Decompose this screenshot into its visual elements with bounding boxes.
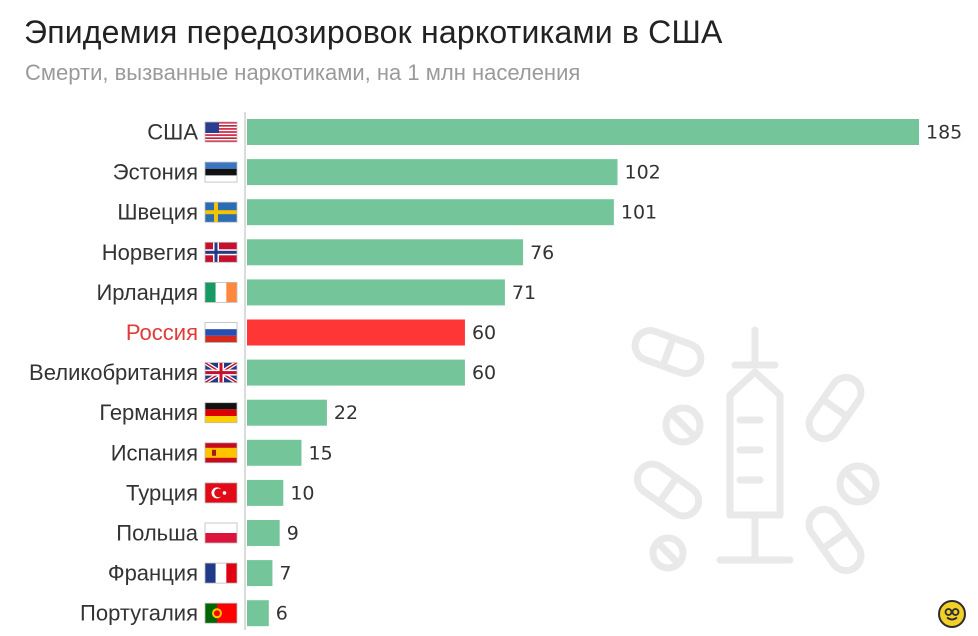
bar-row: Турция 10: [126, 479, 315, 506]
value-label: 102: [625, 162, 661, 184]
flag-icon-us: [204, 121, 238, 143]
value-label: 7: [279, 563, 291, 585]
category-label: Норвегия: [102, 240, 198, 265]
bar: [247, 479, 284, 506]
bar-row: Швеция 101: [117, 199, 657, 226]
bar: [247, 600, 269, 627]
bar-row: Ирландия 71: [96, 279, 536, 306]
category-label: Польша: [116, 521, 199, 546]
category-label: Испания: [111, 440, 198, 465]
bar: [247, 319, 465, 346]
value-label: 101: [621, 202, 657, 224]
bar-row: Португалия 6: [80, 600, 288, 627]
bar: [247, 560, 273, 587]
bar: [247, 399, 327, 426]
bar: [247, 119, 919, 145]
flag-icon-pl: [204, 522, 238, 544]
bar-row: США 185: [147, 119, 962, 145]
category-label: Швеция: [117, 200, 198, 225]
value-label: 76: [530, 242, 554, 264]
flag-icon-ie: [204, 281, 238, 303]
bar-row: Польша 9: [116, 520, 299, 546]
category-label: Германия: [99, 400, 198, 425]
flag-icon-no: [204, 241, 238, 263]
flag-icon-ru: [204, 322, 238, 343]
category-label: Турция: [126, 480, 198, 505]
value-label: 10: [290, 482, 314, 504]
value-label: 60: [472, 322, 496, 344]
smiley-logo-icon: [938, 600, 966, 628]
flag-icon-fr: [204, 562, 238, 584]
flag-icon-es: [204, 442, 238, 464]
bar: [247, 199, 614, 226]
value-label: 15: [308, 442, 332, 464]
flag-icon-pt: [204, 602, 238, 624]
bar-row: Норвегия 76: [102, 239, 554, 266]
value-label: 60: [472, 362, 496, 384]
bar: [247, 159, 618, 186]
category-label: Россия: [126, 320, 198, 345]
chart-subtitle: Смерти, вызванные наркотиками, на 1 млн …: [25, 60, 581, 85]
value-label: 185: [926, 122, 962, 144]
category-label: Ирландия: [96, 280, 198, 305]
bar: [247, 359, 465, 386]
flag-icon-ee: [204, 161, 238, 183]
bar-row: Великобритания 60: [29, 359, 496, 386]
bar-row: Германия 22: [99, 399, 358, 426]
bar: [247, 520, 280, 546]
value-label: 22: [334, 402, 358, 424]
flag-icon-se: [204, 201, 238, 223]
category-label: Португалия: [80, 601, 198, 626]
category-label: Эстония: [113, 160, 198, 185]
bar: [247, 279, 505, 306]
value-label: 9: [287, 523, 299, 545]
category-label: США: [147, 120, 198, 145]
category-label: Великобритания: [29, 360, 198, 385]
bar-row: Испания 15: [111, 439, 333, 466]
bar-row: Эстония 102: [113, 159, 661, 186]
bar: [247, 439, 302, 466]
flag-icon-de: [204, 402, 238, 424]
flag-icon-tr: [204, 482, 238, 504]
value-label: 6: [276, 603, 288, 625]
bar-row: Россия 60: [126, 319, 496, 346]
flag-icon-gb: [203, 360, 239, 385]
syringe-and-pills-icon: [631, 326, 880, 575]
category-label: Франция: [108, 561, 198, 586]
bar-row: Франция 7: [108, 560, 292, 587]
value-label: 71: [512, 282, 536, 304]
chart-title: Эпидемия передозировок наркотиками в США: [24, 14, 723, 50]
bar: [247, 239, 524, 266]
